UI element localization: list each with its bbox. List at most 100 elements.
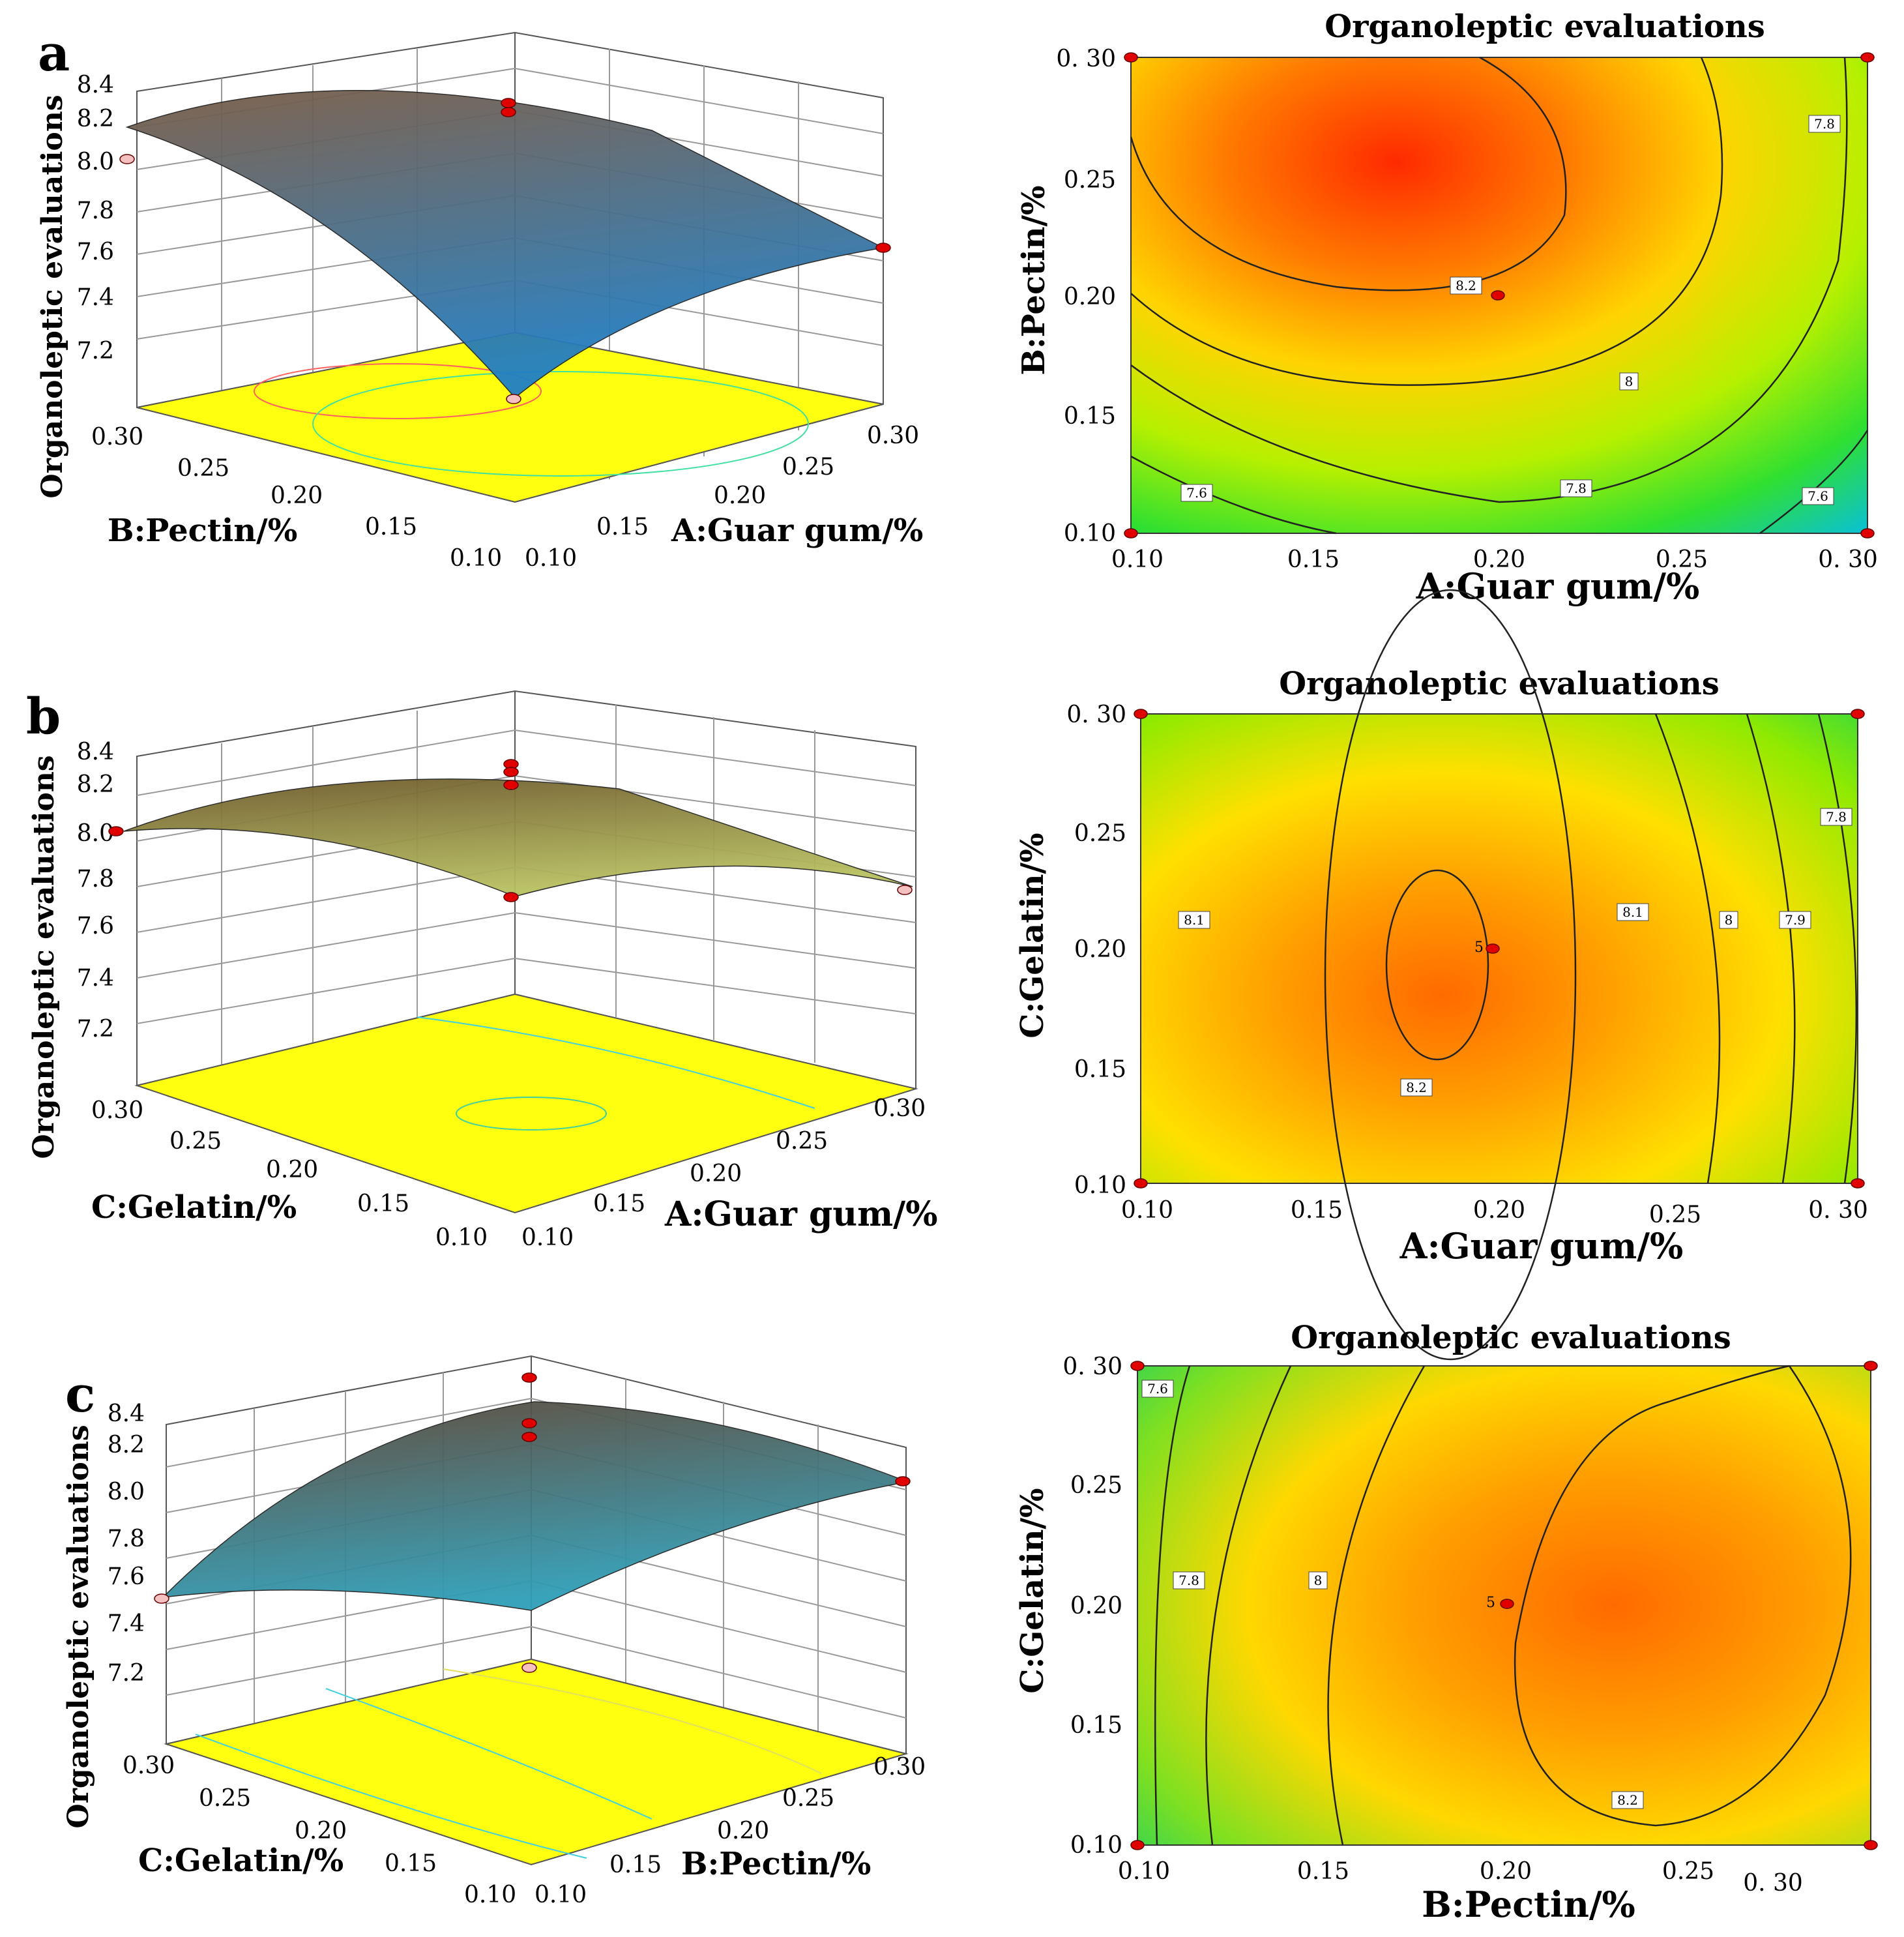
x-tick-labels: 0.10 0.15 0.20 0.25 0. 30 [1111, 546, 1878, 573]
z-tick-labels: 8.4 8.2 8.0 7.8 7.6 7.4 7.2 [77, 72, 114, 364]
design-point [521, 1418, 537, 1428]
plot-title: Organoleptic evaluations [1291, 1320, 1731, 1356]
panel-letter: a [38, 24, 70, 82]
y-tick-labels: 0. 30 0.25 0.20 0.15 0.10 [1066, 702, 1126, 1199]
x-tick-label: 0.20 [1473, 1197, 1525, 1224]
y-tick-label: 0.25 [199, 1785, 251, 1812]
y-tick-label: 0. 30 [1062, 1353, 1122, 1380]
design-point [108, 826, 124, 836]
x-axis-label: A:Guar gum/% [1416, 565, 1700, 607]
contour-label: 8.2 [1456, 278, 1476, 293]
design-point [521, 1432, 537, 1442]
design-point [119, 154, 135, 164]
z-tick-label: 7.8 [108, 1526, 145, 1552]
z-axis-label: Organoleptic evaluations [36, 95, 69, 498]
x-tick-label: 0.15 [1291, 1197, 1343, 1224]
y-tick-label: 0.20 [295, 1818, 347, 1844]
y-tick-label: 0.15 [1074, 1056, 1126, 1083]
x-tick-label: 0.10 [535, 1882, 587, 1908]
y-tick-label: 0.20 [1070, 1593, 1122, 1619]
y-tick-label: 0.30 [91, 424, 143, 451]
y-tick-label: 0.10 [1074, 1172, 1126, 1199]
y-tick-label: 0.25 [177, 455, 229, 482]
contour-line [1205, 1365, 1292, 1846]
contour-label: 7.8 [1814, 116, 1835, 132]
center-point-count: 5 [1474, 939, 1484, 956]
y-tick-label: 0.10 [1064, 520, 1116, 547]
plot-title: Organoleptic evaluations [1325, 8, 1765, 45]
x-tick-label: 0.30 [873, 1095, 926, 1122]
design-point [1491, 290, 1505, 301]
x-tick-label: 0.10 [521, 1224, 574, 1251]
y-tick-label: 0.20 [1074, 936, 1126, 963]
x-axis-label: A:Guar gum/% [1399, 1225, 1684, 1267]
z-tick-label: 7.2 [77, 338, 114, 364]
floor-contour-line [456, 1097, 607, 1131]
x-tick-label: 0. 30 [1808, 1197, 1868, 1224]
design-point [1124, 52, 1138, 63]
contour-label: 8 [1725, 912, 1733, 928]
z-tick-label: 8.2 [77, 771, 114, 798]
y-tick-label: 0.10 [464, 1882, 516, 1908]
floor-contour-line [195, 1734, 587, 1859]
design-point [1500, 1599, 1514, 1609]
contour-line [1514, 1365, 1852, 1827]
y-tick-label: 0.25 [1070, 1472, 1122, 1499]
y-tick-label: 0.10 [1070, 1832, 1122, 1859]
x-tick-labels: 0.10 0.15 0.20 0.25 0. 30 [1118, 1858, 1803, 1897]
z-tick-label: 7.4 [77, 965, 114, 992]
y-tick-labels: 0.30 0.25 0.20 0.15 0.10 [123, 1752, 516, 1908]
response-surface [125, 89, 885, 399]
design-point [1124, 528, 1138, 539]
contour-line [1130, 455, 1337, 535]
floor-contour-line [417, 1016, 815, 1109]
z-tick-label: 7.4 [108, 1610, 145, 1637]
x-tick-labels: 0.10 0.15 0.20 0.25 0. 30 [1121, 1197, 1868, 1228]
x-tick-label: 0.30 [867, 422, 919, 449]
panel-letter: c [65, 1365, 95, 1423]
x-tick-label: 0.10 [525, 545, 577, 572]
design-point [154, 1593, 169, 1604]
z-tick-label: 8.4 [77, 739, 114, 765]
design-points [154, 1372, 911, 1673]
design-point [501, 98, 516, 108]
z-tick-labels: 8.4 8.2 8.0 7.8 7.6 7.4 7.2 [108, 1400, 145, 1687]
z-axis-label: Organoleptic evaluations [62, 1425, 95, 1828]
design-points [119, 98, 891, 404]
x-axis-label: A:Guar gum/% [664, 1194, 938, 1234]
y-tick-labels: 0.30 0.25 0.20 0.15 0.10 [91, 1097, 488, 1251]
z-tick-label: 8.0 [77, 149, 114, 175]
contour-line [1327, 1365, 1426, 1846]
y-tick-label: 0.15 [357, 1190, 409, 1217]
contour-label: 8.1 [1184, 912, 1205, 928]
design-point [1130, 1840, 1145, 1850]
contour-label: 7.9 [1785, 912, 1806, 928]
y-tick-label: 0.25 [169, 1128, 222, 1155]
x-axis-label: B:Pectin/% [681, 1846, 871, 1882]
y-tick-label: 0.10 [450, 545, 502, 572]
panel-b-surface-plot: b 8.4 8.2 [26, 687, 938, 1251]
contour-label: 8.2 [1617, 1792, 1638, 1808]
y-tick-label: 0.20 [271, 482, 323, 509]
x-tick-label: 0.15 [593, 1190, 645, 1217]
design-point [503, 892, 519, 902]
design-point [1134, 709, 1148, 719]
z-tick-label: 7.8 [77, 198, 114, 224]
y-axis-label: C:Gelatin/% [91, 1189, 297, 1226]
y-axis-label: B:Pectin/% [108, 512, 297, 549]
x-tick-label: 0.10 [1118, 1858, 1170, 1885]
design-point [1486, 943, 1500, 954]
panel-a-surface-plot: a 8.4 [36, 24, 923, 572]
x-axis-label: B:Pectin/% [1422, 1884, 1635, 1925]
design-point [506, 394, 521, 404]
z-tick-label: 8.4 [108, 1400, 145, 1427]
contour-line [1130, 57, 1723, 386]
x-tick-labels: 0.10 0.15 0.20 0.25 0.30 [525, 422, 919, 572]
design-point [503, 780, 519, 790]
contour-lines [1154, 1365, 1852, 1846]
design-point [897, 885, 913, 895]
contour-line [1746, 713, 1796, 1184]
x-axis-label: A:Guar gum/% [671, 512, 923, 549]
y-axis-label: C:Gelatin/% [138, 1842, 344, 1879]
y-axis-label: C:Gelatin/% [1014, 833, 1051, 1038]
